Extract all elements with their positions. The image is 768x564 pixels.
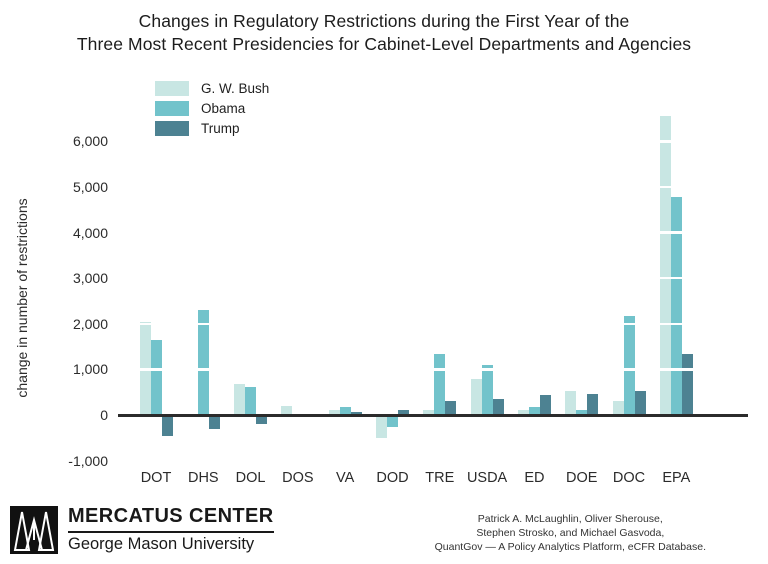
bar-obama-dot	[150, 339, 162, 415]
legend-label: Trump	[201, 120, 240, 136]
bar-obama-doc	[623, 316, 635, 415]
bar-gwbush-epa	[659, 116, 671, 415]
bar-gwbush-doc	[612, 400, 624, 415]
x-category-label-dod: DOD	[376, 470, 409, 486]
bar-obama-doe	[576, 410, 588, 415]
bar-trump-doe	[587, 393, 599, 415]
footer-logo-secondary: George Mason University	[68, 535, 255, 553]
bar-gwbush-usda	[470, 378, 482, 415]
footer-logo: MERCATUS CENTER George Mason University	[10, 505, 274, 554]
x-category-label-usda: USDA	[466, 470, 508, 486]
x-category-label-dos: DOS	[282, 470, 314, 486]
chart-title-line2: Three Most Recent Presidencies for Cabin…	[76, 34, 692, 55]
y-tick-label-4000: 4,000	[72, 224, 108, 241]
bar-gwbush-tre	[423, 409, 435, 415]
y-tick-label-1000: 1,000	[72, 361, 108, 378]
gridline-1000	[118, 368, 748, 371]
bar-obama-ed	[528, 407, 540, 415]
bar-trump-ed	[539, 395, 551, 415]
chart-title: Changes in Regulatory Restrictions durin…	[0, 10, 768, 56]
bar-gwbush-ed	[517, 410, 529, 415]
y-tick-label-2000: 2,000	[72, 315, 108, 332]
gridline-3000	[118, 276, 748, 280]
attribution: Patrick A. McLaughlin, Oliver Sherouse, …	[435, 512, 706, 555]
gridline-2000	[118, 322, 748, 326]
bar-gwbush-va	[328, 410, 340, 415]
legend-row-trump: Trump	[155, 120, 269, 136]
legend-swatch-icon	[155, 120, 189, 136]
x-category-label-ed: ED	[524, 470, 545, 486]
bar-obama-dol	[245, 386, 257, 415]
x-category-label-dol: DOL	[235, 470, 266, 486]
gridline-6000	[118, 140, 748, 143]
y-tick-label--1000: -1,000	[68, 452, 108, 469]
gridline-4000	[118, 231, 748, 234]
bar-obama-va	[339, 406, 351, 415]
bar-obama-tre	[434, 353, 446, 415]
x-category-label-doe: DOE	[565, 470, 598, 486]
bar-trump-epa	[681, 354, 693, 415]
bar-obama-usda	[481, 364, 493, 415]
x-category-label-epa: EPA	[662, 470, 691, 486]
y-tick-label-3000: 3,000	[72, 270, 108, 287]
footer-logo-text: MERCATUS CENTER George Mason University	[68, 505, 274, 554]
legend-row-gwbush: G. W. Bush	[155, 80, 269, 96]
x-category-label-dhs: DHS	[187, 470, 219, 486]
bar-obama-dhs	[197, 310, 209, 415]
x-category-label-tre: TRE	[425, 470, 455, 486]
bar-gwbush-dos	[281, 406, 293, 415]
bar-obama-epa	[670, 197, 682, 415]
attribution-line3: QuantGov — A Policy Analytics Platform, …	[434, 541, 706, 554]
bar-gwbush-doe	[565, 390, 577, 415]
gridline-5000	[118, 185, 748, 189]
bar-trump-dot	[161, 416, 173, 437]
x-axis-baseline	[118, 413, 748, 417]
bar-trump-dod	[398, 409, 409, 415]
bar-obama-dod	[387, 416, 398, 427]
y-tick-label-6000: 6,000	[72, 133, 108, 150]
legend-swatch-icon	[155, 100, 189, 116]
y-tick-label-5000: 5,000	[72, 179, 108, 195]
mercatus-m-logo-icon	[10, 505, 58, 554]
legend-swatch-icon	[155, 80, 189, 96]
footer-logo-primary: MERCATUS CENTER	[68, 505, 274, 533]
attribution-line2: Stephen Strosko, and Michael Gasvoda,	[476, 527, 665, 540]
bar-gwbush-dod	[376, 416, 387, 439]
bar-trump-doc	[634, 390, 646, 415]
legend: G. W. Bush Obama Trump	[155, 80, 269, 140]
legend-row-obama: Obama	[155, 100, 269, 116]
legend-label: G. W. Bush	[201, 80, 270, 96]
bar-trump-dhs	[208, 416, 220, 429]
legend-label: Obama	[201, 100, 246, 116]
bar-trump-dol	[256, 416, 268, 425]
x-category-label-dot: DOT	[140, 470, 172, 486]
chart-title-line1: Changes in Regulatory Restrictions durin…	[138, 11, 630, 31]
attribution-line1: Patrick A. McLaughlin, Oliver Sherouse,	[477, 513, 663, 525]
gridline--1000	[118, 459, 748, 462]
x-category-label-va: VA	[336, 470, 355, 486]
x-category-label-doc: DOC	[612, 470, 646, 486]
bar-gwbush-dol	[234, 383, 246, 415]
bar-trump-tre	[445, 401, 457, 415]
bar-trump-usda	[492, 399, 504, 415]
y-tick-label-0: 0	[100, 407, 108, 423]
